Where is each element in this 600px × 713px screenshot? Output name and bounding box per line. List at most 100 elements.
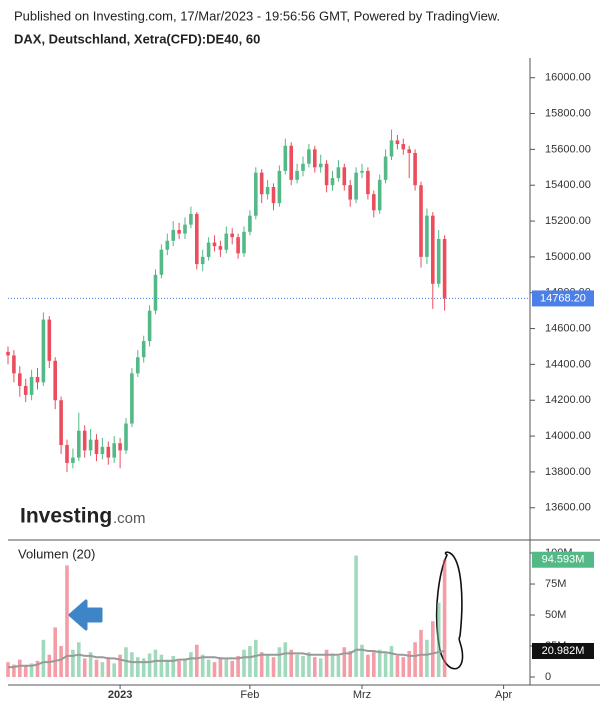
volume-bar: [324, 649, 329, 677]
candle-body: [407, 149, 411, 153]
volume-bar: [12, 664, 16, 677]
volume-bar: [383, 653, 388, 677]
y-tick-label: 14400.00: [545, 358, 591, 370]
candle-body: [377, 179, 382, 211]
candle-body: [6, 351, 10, 356]
candle-body: [195, 213, 199, 265]
candle-body: [18, 373, 22, 386]
x-tick-label: Feb: [240, 689, 259, 701]
candle-body: [53, 360, 57, 401]
volume-bar: [47, 654, 52, 677]
x-tick-label: Apr: [495, 689, 512, 701]
volume-bar: [171, 655, 175, 677]
volume-bar: [313, 657, 317, 677]
volume-bar: [189, 652, 193, 677]
candle-body: [230, 233, 234, 238]
volume-bar: [301, 655, 305, 677]
candle-body: [94, 439, 99, 454]
volume-bar: [18, 659, 22, 677]
candle-body: [124, 423, 128, 451]
x-tick-label: Mrz: [353, 689, 371, 701]
volume-last-label: 94.593M: [542, 554, 585, 566]
candle-body: [324, 163, 329, 186]
volume-ma-last-label: 20.982M: [542, 645, 585, 657]
y-tick-label: 13600.00: [545, 502, 591, 514]
y-tick-label: 16000.00: [545, 72, 591, 84]
volume-bar: [165, 659, 170, 677]
candle-body: [283, 145, 288, 171]
volume-bar: [401, 657, 406, 677]
volume-bar: [413, 642, 417, 677]
volume-bar: [59, 646, 63, 677]
volume-bar: [206, 659, 211, 677]
candle-body: [236, 237, 240, 254]
candle-body: [100, 446, 105, 454]
volume-bar: [212, 662, 217, 677]
y-tick-label: 14600.00: [545, 322, 591, 334]
candle-body: [419, 185, 423, 257]
candle-body: [65, 445, 69, 463]
volume-bar: [230, 660, 234, 677]
volume-bar: [289, 649, 293, 677]
candle-body: [112, 443, 116, 458]
candle-body: [218, 246, 223, 250]
y-tick-label: 14200.00: [545, 394, 591, 406]
candle-body: [354, 172, 358, 200]
candle-body: [254, 172, 258, 216]
candle-body: [82, 430, 87, 451]
volume-bar: [389, 646, 394, 677]
volume-bar: [259, 652, 264, 677]
volume-bar: [130, 652, 134, 677]
volume-bar: [118, 654, 122, 677]
volume-bar: [77, 642, 81, 677]
candle-body: [189, 213, 193, 225]
y-tick-label: 15600.00: [545, 143, 591, 155]
logo-brand: Investing: [20, 505, 112, 528]
volume-bar: [236, 655, 240, 677]
candle-body: [212, 242, 217, 247]
candle-body: [153, 274, 158, 311]
volume-bar: [224, 658, 229, 677]
volume-bar: [6, 662, 10, 677]
candle-body: [330, 178, 335, 186]
candle-body: [29, 376, 34, 395]
volume-bar: [242, 649, 246, 677]
volume-bar: [265, 654, 270, 677]
candle-body: [360, 170, 364, 173]
candle-body: [318, 163, 323, 168]
volume-bar: [425, 639, 429, 677]
volume-bar: [248, 646, 252, 677]
candle-body: [289, 145, 293, 180]
volume-bar: [348, 650, 352, 677]
published-note: Published on Investing.com, 17/Mar/2023 …: [14, 8, 500, 23]
volume-bar: [94, 659, 99, 677]
candle-body: [12, 355, 16, 374]
volume-bar: [29, 663, 34, 677]
candle-body: [301, 163, 305, 171]
volume-bar: [218, 657, 223, 677]
candle-body: [224, 233, 229, 250]
volume-bar: [318, 658, 323, 677]
candle-body: [248, 215, 252, 232]
volume-bar: [295, 654, 299, 677]
candle-body: [307, 149, 311, 164]
volume-bar: [277, 647, 282, 677]
candle-body: [159, 249, 164, 275]
candle-body: [23, 385, 28, 395]
volume-bar: [177, 660, 181, 677]
candle-body: [372, 194, 376, 211]
candle-body: [366, 170, 370, 195]
volume-bar: [136, 657, 140, 677]
candle-body: [106, 446, 111, 458]
volume-bar: [354, 555, 358, 677]
candle-body: [383, 156, 388, 180]
candle-body: [336, 167, 341, 179]
candle-body: [35, 376, 40, 383]
candle-body: [47, 319, 52, 361]
candle-body: [277, 170, 282, 204]
candle-body: [41, 319, 46, 383]
candle-body: [88, 439, 93, 451]
volume-last-box: [532, 551, 594, 568]
candle-body: [425, 215, 429, 257]
y-tick-label: 15400.00: [545, 179, 591, 191]
